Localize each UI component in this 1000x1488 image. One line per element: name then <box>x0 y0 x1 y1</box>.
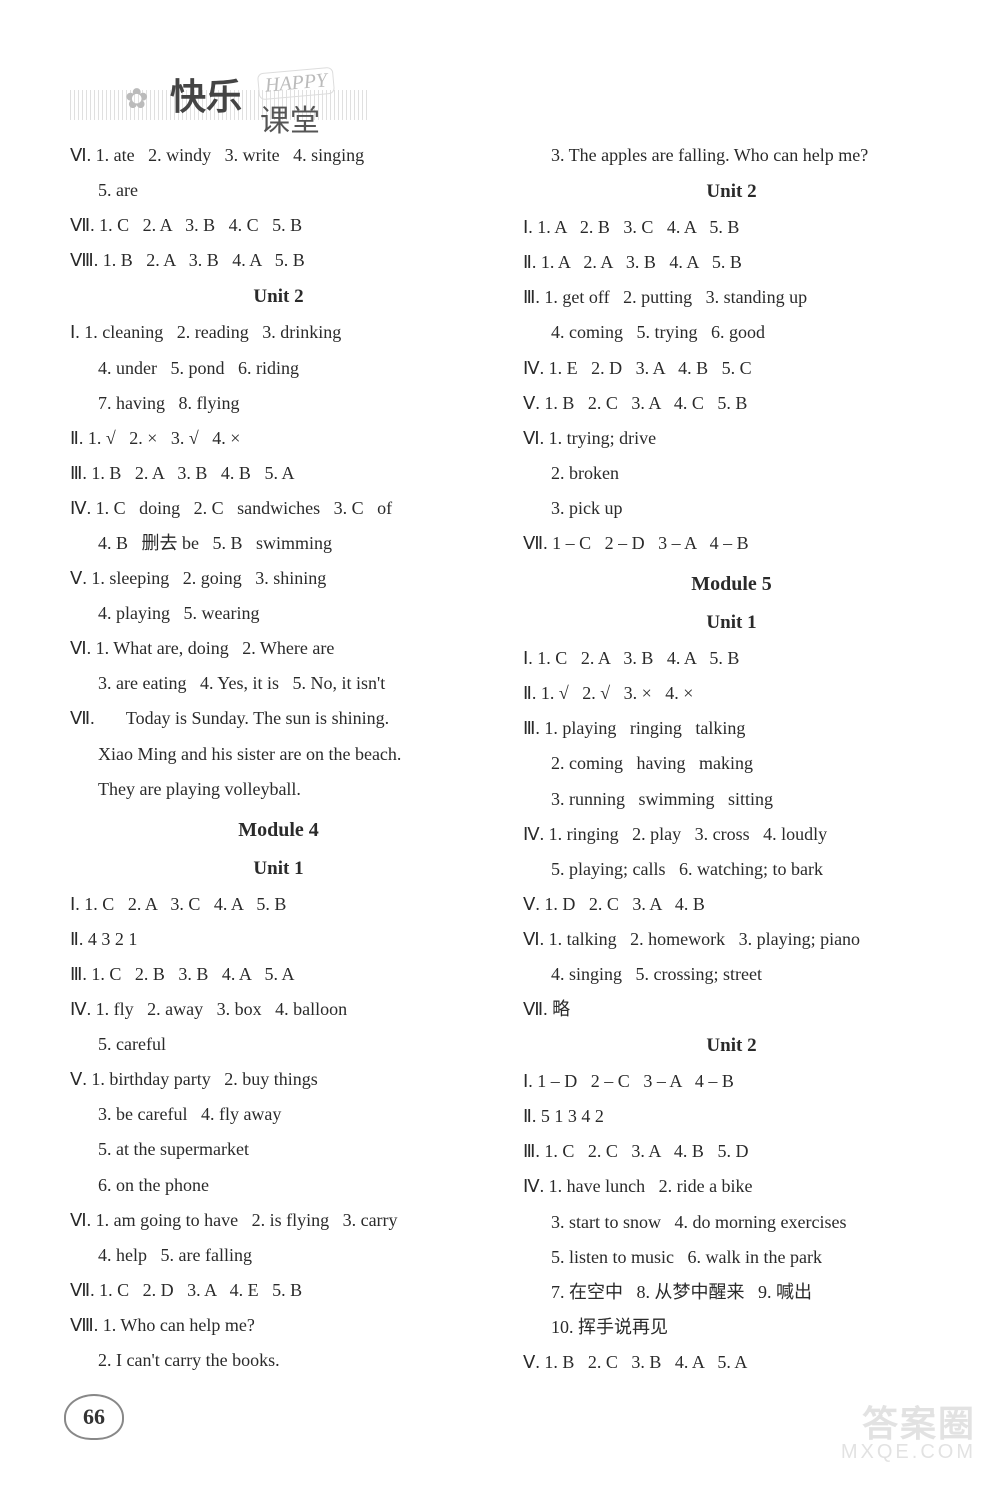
right-line: Ⅵ. 1. trying; drive <box>523 421 940 456</box>
left-line: 5. careful <box>70 1027 487 1062</box>
right-line: 2. broken <box>523 456 940 491</box>
left-line: 5. at the supermarket <box>70 1132 487 1167</box>
logo-ornament-icon: ✿ <box>125 82 148 116</box>
left-line: Unit 2 <box>70 278 487 315</box>
left-line: Ⅷ. 1. B 2. A 3. B 4. A 5. B <box>70 243 487 278</box>
left-line: Ⅱ. 4 3 2 1 <box>70 922 487 957</box>
right-line: Ⅴ. 1. B 2. C 3. A 4. C 5. B <box>523 386 940 421</box>
right-line: Ⅱ. 1. A 2. A 3. B 4. A 5. B <box>523 245 940 280</box>
left-line: Ⅲ. 1. C 2. B 3. B 4. A 5. A <box>70 957 487 992</box>
right-line: Ⅰ. 1 – D 2 – C 3 – A 4 – B <box>523 1064 940 1099</box>
right-line: 7. 在空中 8. 从梦中醒来 9. 喊出 <box>523 1275 940 1310</box>
right-line: Unit 2 <box>523 173 940 210</box>
watermark-line2: MXQE.COM <box>841 1441 976 1464</box>
right-line: Ⅶ. 略 <box>523 992 940 1027</box>
right-line: Ⅳ. 1. E 2. D 3. A 4. B 5. C <box>523 351 940 386</box>
right-line: 4. singing 5. crossing; street <box>523 957 940 992</box>
right-line: Ⅲ. 1. C 2. C 3. A 4. B 5. D <box>523 1134 940 1169</box>
left-line: Ⅲ. 1. B 2. A 3. B 4. B 5. A <box>70 456 487 491</box>
right-line: Ⅱ. 1. √ 2. √ 3. × 4. × <box>523 676 940 711</box>
right-line: Ⅰ. 1. C 2. A 3. B 4. A 5. B <box>523 641 940 676</box>
right-line: Ⅶ. 1 – C 2 – D 3 – A 4 – B <box>523 526 940 561</box>
right-line: Unit 1 <box>523 604 940 641</box>
left-line: Ⅰ. 1. C 2. A 3. C 4. A 5. B <box>70 887 487 922</box>
left-line: Ⅶ. 1. C 2. A 3. B 4. C 5. B <box>70 208 487 243</box>
left-line: They are playing volleyball. <box>70 772 487 807</box>
left-line: Ⅵ. 1. ate 2. windy 3. write 4. singing <box>70 138 487 173</box>
left-line: 4. B 删去 be 5. B swimming <box>70 526 487 561</box>
right-line: Ⅰ. 1. A 2. B 3. C 4. A 5. B <box>523 210 940 245</box>
right-line: Ⅲ. 1. playing ringing talking <box>523 711 940 746</box>
left-line: Ⅷ. 1. Who can help me? <box>70 1308 487 1343</box>
right-line: 3. start to snow 4. do morning exercises <box>523 1205 940 1240</box>
right-line: 10. 挥手说再见 <box>523 1310 940 1345</box>
left-line: Ⅴ. 1. sleeping 2. going 3. shining <box>70 561 487 596</box>
right-line: 5. playing; calls 6. watching; to bark <box>523 852 940 887</box>
watermark-line1: 答案圈 <box>841 1395 976 1447</box>
left-line: 5. are <box>70 173 487 208</box>
left-line: 7. having 8. flying <box>70 386 487 421</box>
left-line: 4. help 5. are falling <box>70 1238 487 1273</box>
right-line: Ⅲ. 1. get off 2. putting 3. standing up <box>523 280 940 315</box>
left-line: Ⅵ. 1. What are, doing 2. Where are <box>70 631 487 666</box>
right-line: 3. running swimming sitting <box>523 782 940 817</box>
right-line: Ⅳ. 1. ringing 2. play 3. cross 4. loudly <box>523 817 940 852</box>
logo-main-text: 快乐 <box>170 68 242 120</box>
right-column: 3. The apples are falling. Who can help … <box>523 138 940 1380</box>
right-line: Ⅴ. 1. B 2. C 3. B 4. A 5. A <box>523 1345 940 1380</box>
page-number-text: 66 <box>64 1394 124 1440</box>
left-line: Ⅶ. 1. C 2. D 3. A 4. E 5. B <box>70 1273 487 1308</box>
right-line: Unit 2 <box>523 1027 940 1064</box>
content-columns: Ⅵ. 1. ate 2. windy 3. write 4. singing5.… <box>70 138 940 1380</box>
left-line: 3. be careful 4. fly away <box>70 1097 487 1132</box>
left-line: 3. are eating 4. Yes, it is 5. No, it is… <box>70 666 487 701</box>
left-line: Unit 1 <box>70 850 487 887</box>
watermark: 答案圈 MXQE.COM <box>841 1395 976 1464</box>
left-line: Ⅳ. 1. fly 2. away 3. box 4. balloon <box>70 992 487 1027</box>
right-line: 3. The apples are falling. Who can help … <box>523 138 940 173</box>
right-line: 5. listen to music 6. walk in the park <box>523 1240 940 1275</box>
left-line: Ⅶ. Today is Sunday. The sun is shining. <box>70 701 487 736</box>
left-line: Xiao Ming and his sister are on the beac… <box>70 737 487 772</box>
right-line: 4. coming 5. trying 6. good <box>523 315 940 350</box>
header-logo: ✿ 快乐 HAPPY 课堂 <box>70 50 370 130</box>
right-line: Ⅵ. 1. talking 2. homework 3. playing; pi… <box>523 922 940 957</box>
right-line: 2. coming having making <box>523 746 940 781</box>
left-line: Module 4 <box>70 811 487 850</box>
right-line: Ⅱ. 5 1 3 4 2 <box>523 1099 940 1134</box>
left-line: 4. playing 5. wearing <box>70 596 487 631</box>
left-line: Ⅵ. 1. am going to have 2. is flying 3. c… <box>70 1203 487 1238</box>
right-line: Ⅴ. 1. D 2. C 3. A 4. B <box>523 887 940 922</box>
left-line: 2. I can't carry the books. <box>70 1343 487 1378</box>
left-line: Ⅴ. 1. birthday party 2. buy things <box>70 1062 487 1097</box>
page-number-badge: 66 <box>64 1394 124 1444</box>
left-line: 6. on the phone <box>70 1168 487 1203</box>
right-line: Module 5 <box>523 565 940 604</box>
left-column: Ⅵ. 1. ate 2. windy 3. write 4. singing5.… <box>70 138 487 1380</box>
right-line: Ⅳ. 1. have lunch 2. ride a bike <box>523 1169 940 1204</box>
left-line: Ⅰ. 1. cleaning 2. reading 3. drinking <box>70 315 487 350</box>
logo-sub-text: 课堂 <box>260 96 320 140</box>
right-line: 3. pick up <box>523 491 940 526</box>
left-line: 4. under 5. pond 6. riding <box>70 351 487 386</box>
left-line: Ⅳ. 1. C doing 2. C sandwiches 3. C of <box>70 491 487 526</box>
left-line: Ⅱ. 1. √ 2. × 3. √ 4. × <box>70 421 487 456</box>
